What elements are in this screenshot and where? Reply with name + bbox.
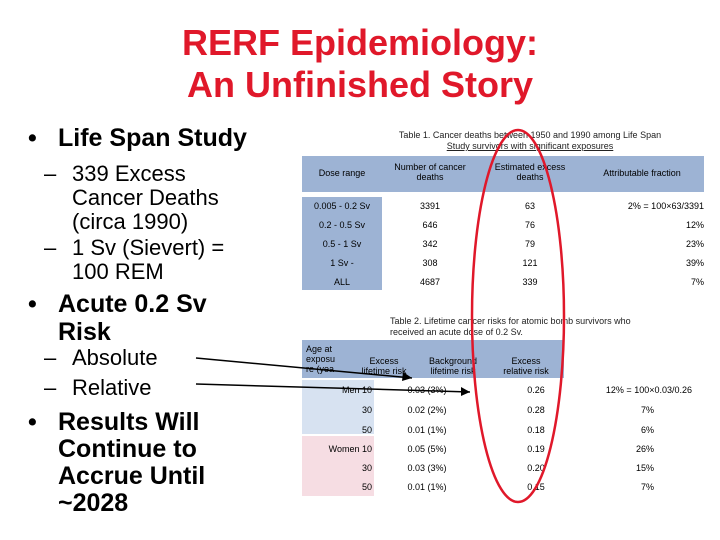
dash-icon: – [44,235,57,260]
arrow-absolute [195,357,413,379]
table-1-header-dose: Dose range [318,168,366,178]
bullet-dot-icon: • [28,124,37,152]
arrow-relative [195,383,471,393]
table-2-header-excess-lifetime: Excess lifetime risk [361,356,407,376]
title-line-2: An Unfinished Story [186,64,533,105]
table-1-header-bg [302,156,704,192]
dash-icon: – [44,345,57,370]
table-2-women-bg [302,436,374,496]
bullet-dot-icon: • [28,290,37,318]
table-1-header-attributable: Attributable fraction [603,168,681,178]
arrow-relative-head-icon [461,387,470,396]
title-line-1: RERF Epidemiology: [181,22,538,63]
table-1-dose-column-bg [302,197,382,290]
table-1-header-cancer-deaths: Number of cancer deaths [394,162,466,182]
arrow-absolute-head-icon [402,372,412,381]
dash-icon: – [44,375,57,400]
slide-title: RERF Epidemiology: An Unfinished Story [0,22,720,106]
bullet-dot-icon: • [28,408,37,436]
dash-icon: – [44,161,57,186]
red-highlight-circle [470,128,566,504]
table-2-header-background: Background lifetime risk [428,356,478,376]
table-2-header-excess-relative: Excess relative risk [503,356,549,376]
table-2-caption: Table 2. Lifetime cancer risks for atomi… [390,316,631,337]
table-1-header-excess-deaths: Estimated excess deaths [494,162,566,182]
